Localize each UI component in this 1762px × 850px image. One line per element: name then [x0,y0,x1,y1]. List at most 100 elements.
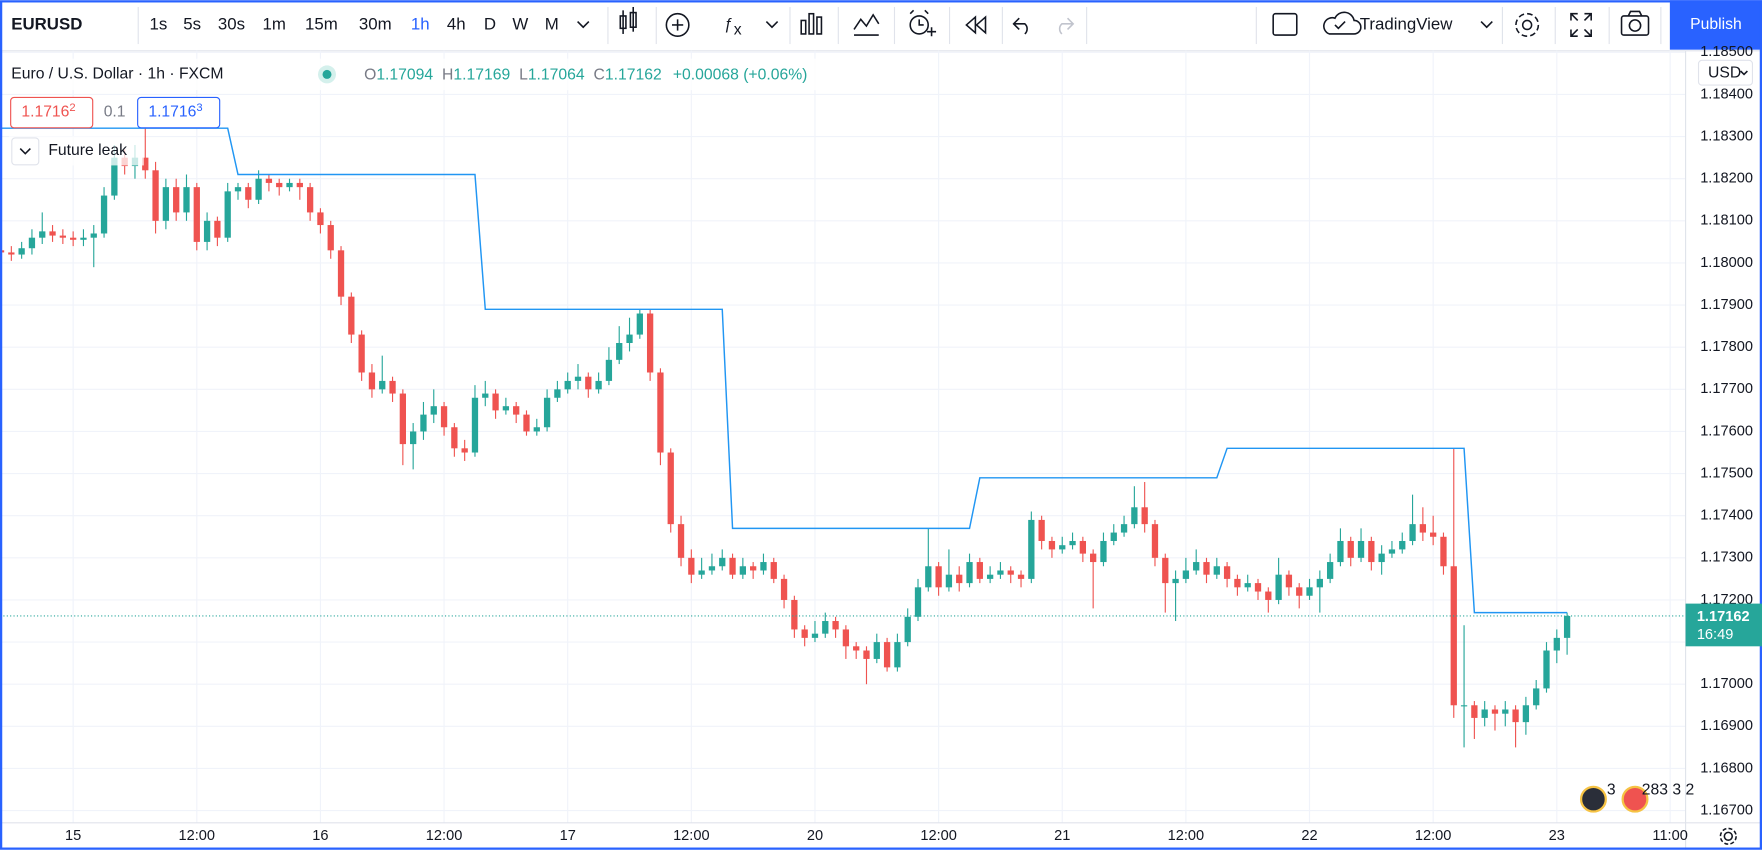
candle-body [543,397,551,428]
interval-button[interactable]: 30s [218,14,245,33]
axis-settings-icon[interactable] [1719,827,1737,845]
candle-body [966,562,973,584]
interval-button[interactable]: W [512,14,528,33]
indicators-chevron[interactable] [765,21,779,29]
replay-icon[interactable] [965,15,987,35]
candle-body [1275,574,1282,600]
y-tick-label: 1.16800 [1700,760,1753,776]
candle-body [1048,540,1056,550]
candle-body [667,452,674,525]
symbol-button[interactable]: EURUSD [11,14,82,33]
last-price-box [1685,603,1762,647]
x-tick-label: 15 [65,828,81,844]
candle-body [616,343,623,360]
candle-body [1100,540,1107,563]
candle-body [59,235,66,238]
candle-body [28,237,36,249]
candle-body [1553,637,1560,651]
candle-body [719,557,726,567]
templates-icon[interactable] [800,12,823,35]
interval-button[interactable]: 1h [411,14,430,33]
candle-body [348,296,355,335]
candle-body [1337,540,1344,563]
bid-price[interactable]: 1.17162 [21,102,75,121]
ask-main: 1.1716 [148,104,196,121]
candle-body [306,187,314,213]
candle-body [1007,570,1014,575]
y-tick-label: 1.18000 [1700,255,1753,271]
candle-body [574,376,582,381]
candle-body [317,212,324,226]
candle-body [368,372,376,390]
ask-price[interactable]: 1.17163 [148,102,202,121]
interval-button[interactable]: 1m [262,14,285,33]
fullscreen-icon[interactable] [1570,12,1592,37]
candle-body [997,570,1004,575]
indicators-icon[interactable]: ƒ [724,16,733,33]
interval-button[interactable]: 30m [359,14,392,33]
candle-body [1203,562,1210,575]
x-tick-label: 22 [1301,828,1317,844]
compare-icon[interactable] [853,13,880,36]
buy-button[interactable] [137,96,221,129]
interval-button[interactable]: 5s [183,14,201,33]
interval-button[interactable]: M [545,14,559,33]
currency-button[interactable] [1697,59,1754,86]
y-tick-label: 1.17500 [1700,465,1753,481]
publish-label[interactable]: Publish [1690,16,1742,33]
candle-body [708,566,716,571]
undo-icon[interactable] [1012,17,1028,35]
layout-chevron[interactable] [1480,21,1493,29]
y-tick-label: 1.17900 [1700,297,1753,313]
add-icon[interactable] [665,12,690,37]
currency[interactable]: USD [1708,64,1741,81]
candle-body [358,334,365,373]
candle-body [255,178,262,200]
publish-button[interactable] [1669,0,1762,50]
y-tick-label: 1.18500 [1700,44,1753,60]
x-tick-label: 23 [1549,828,1565,844]
candle-body [203,220,211,242]
candle-body [1368,540,1375,563]
event-count: 283 3 2 [1642,781,1694,798]
interval-button[interactable]: D [484,14,496,33]
layout-name[interactable]: TradingView [1360,14,1454,33]
candle-body [49,231,56,236]
candle-body [379,380,386,390]
y-tick-label: 1.18400 [1700,86,1753,102]
ohlc-value: 1.17169 [453,67,510,84]
interval-chevron[interactable] [577,21,590,29]
snapshot-icon[interactable] [1620,10,1650,36]
settings-icon[interactable] [1515,12,1540,37]
candle-body [1450,566,1457,706]
x-tick-label: 12:00 [1168,828,1205,844]
candle-body [482,393,489,398]
collapse-button[interactable] [11,137,40,166]
candle-body [1120,524,1128,533]
layout-icon[interactable] [1272,12,1298,36]
interval-button[interactable]: 1s [150,14,168,33]
last-price-label: 1.17162 [1697,609,1750,625]
event-icon[interactable] [1621,785,1649,813]
y-tick-label: 1.18300 [1700,128,1753,144]
candle-body [688,557,695,575]
sell-button[interactable] [10,96,94,129]
alert-icon[interactable] [909,9,937,37]
candle-body [1347,540,1354,558]
interval-button[interactable]: 15m [305,14,338,33]
candle-body [894,642,901,668]
ohlc-value: 1.17162 [605,67,662,84]
candle-body [18,248,25,255]
candle-body [337,250,345,297]
event-count: 3 [1607,781,1616,798]
candle-body [327,225,334,251]
candle-body [1265,591,1272,600]
chart-type-icon[interactable] [619,6,637,34]
candle-body [626,334,633,344]
interval-button[interactable]: 4h [447,14,466,33]
candle-body [276,182,283,188]
ohlc-value: 1.17094 [376,67,433,84]
event-icon[interactable] [1579,785,1607,813]
bid-pip: 2 [69,102,75,114]
